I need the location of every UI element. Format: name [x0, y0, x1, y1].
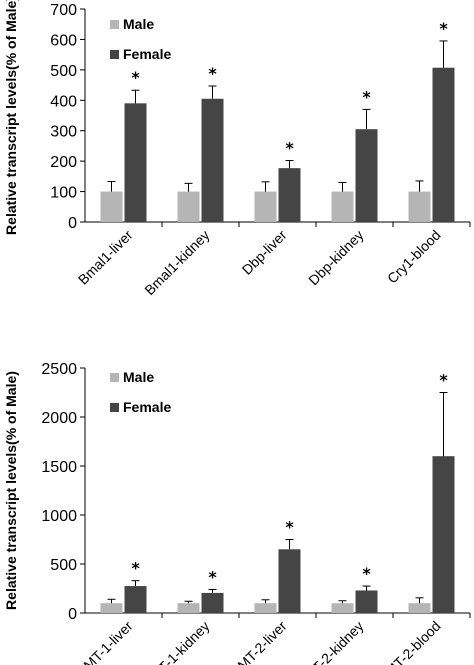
legend-swatch-female	[110, 50, 119, 59]
bar-female	[432, 67, 455, 222]
bar-female	[355, 129, 378, 222]
x-tick-label: MT-2-kidney	[301, 618, 367, 665]
bar-female	[432, 456, 455, 613]
bar-female	[201, 592, 224, 613]
y-tick-label: 2500	[41, 361, 77, 378]
legend-label-female: Female	[123, 46, 171, 62]
legend-label-male: Male	[123, 369, 154, 385]
bar-male	[177, 191, 200, 222]
chart-panel-2: 0 500 1000 1500 2000 2500 Relative transcript …	[3, 361, 471, 665]
bar-male	[254, 603, 277, 613]
x-tick-label: Cry1-blood	[384, 227, 444, 287]
chart-panel-1: 0 100 200 300 400 500 600 700 Relative transcrip…	[3, 0, 471, 298]
y-tick-label: 700	[50, 2, 77, 19]
significance-marker: *	[208, 64, 217, 83]
x-tick-label: Bmal1-liver	[75, 227, 136, 288]
bar-male	[177, 603, 200, 613]
bar-male	[408, 603, 431, 613]
y-tick-label: 1500	[41, 459, 77, 476]
y-tick-label: 500	[50, 63, 77, 80]
legend-label-male: Male	[123, 16, 154, 32]
x-tick-label: Dbp-kidney	[305, 227, 366, 288]
significance-marker: *	[285, 139, 294, 158]
bar-male	[408, 191, 431, 222]
x-tick-label: MT-1-liver	[80, 618, 136, 665]
bar-female	[278, 168, 301, 222]
y-tick-label: 1000	[41, 508, 77, 525]
bar-male	[100, 603, 123, 613]
y-tick-label: 300	[50, 124, 77, 141]
bar-male	[331, 191, 354, 222]
significance-marker: *	[362, 87, 371, 106]
y-tick-label: 400	[50, 93, 77, 110]
x-tick-label: Dbp-liver	[239, 227, 290, 278]
legend-swatch-male	[110, 373, 119, 382]
bar-male	[331, 603, 354, 613]
significance-marker: *	[439, 19, 448, 38]
y-tick-label: 500	[50, 557, 77, 574]
y-tick-label: 2000	[41, 410, 77, 427]
legend-swatch-male	[110, 20, 119, 29]
bar-female	[124, 103, 147, 222]
y-tick-label: 0	[68, 606, 77, 623]
legend-label-female: Female	[123, 399, 171, 415]
bar-male	[254, 191, 277, 222]
x-tick-label: MT-2-liver	[234, 618, 290, 665]
y-tick-label: 0	[68, 215, 77, 232]
bar-female	[355, 590, 378, 613]
significance-marker: *	[131, 68, 140, 87]
x-tick-label: MT-1-kidney	[147, 618, 213, 665]
y-tick-label: 200	[50, 154, 77, 171]
significance-marker: *	[362, 564, 371, 583]
y-tick-label: 600	[50, 32, 77, 49]
y-tick-label: 100	[50, 185, 77, 202]
y-axis-title: Relative transcript levels(% of Male)	[3, 0, 19, 235]
bar-female	[124, 586, 147, 613]
significance-marker: *	[439, 371, 448, 390]
x-tick-label: Bmal1-kidney	[141, 227, 212, 298]
bar-male	[100, 191, 123, 222]
legend-swatch-female	[110, 403, 119, 412]
bar-female	[201, 98, 224, 222]
x-tick-label: MT-2-blood	[382, 618, 443, 665]
significance-marker: *	[131, 559, 140, 578]
bar-female	[278, 549, 301, 613]
significance-marker: *	[285, 518, 294, 537]
significance-marker: *	[208, 567, 217, 586]
y-axis-title: Relative transcript levels(% of Male)	[3, 371, 19, 610]
